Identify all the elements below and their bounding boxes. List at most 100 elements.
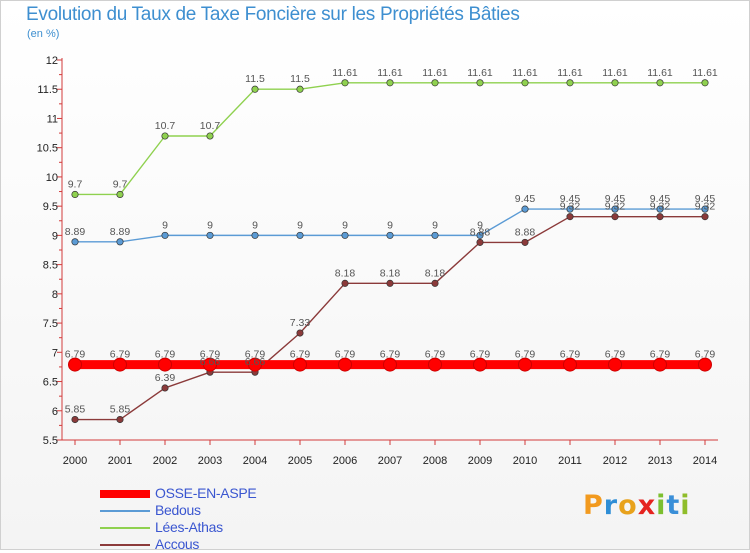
logo-letter: t <box>666 490 681 521</box>
data-point <box>338 357 352 372</box>
y-tick-label: 10.5 <box>37 143 58 155</box>
data-point <box>431 231 439 239</box>
data-label: 8.18 <box>380 267 401 279</box>
series-line-lees-athas <box>75 82 705 196</box>
data-label: 11.61 <box>692 67 718 79</box>
y-tick-label: 9 <box>52 230 58 242</box>
logo-letter: x <box>637 490 657 521</box>
data-point <box>341 231 349 239</box>
legend-label: Bedous <box>155 502 201 518</box>
y-tick-label: 7.5 <box>43 318 58 330</box>
proxiti-logo: Proxiti <box>583 490 691 521</box>
data-point <box>386 231 394 239</box>
data-label: 11.61 <box>647 67 673 79</box>
x-tick-label: 2011 <box>558 455 582 467</box>
data-label: 6.66 <box>200 356 221 368</box>
data-label: 8.88 <box>515 226 536 238</box>
data-label: 5.85 <box>110 404 131 416</box>
data-label: 9.32 <box>650 201 671 213</box>
data-point <box>161 231 169 239</box>
data-label: 6.79 <box>425 349 446 361</box>
data-label: 6.79 <box>470 349 491 361</box>
logo-letter: i <box>680 490 691 521</box>
legend-swatch <box>100 527 150 529</box>
data-label: 5.85 <box>65 404 86 416</box>
data-point <box>116 190 124 199</box>
data-label: 11.61 <box>422 67 448 79</box>
data-label: 9 <box>342 219 348 231</box>
data-point <box>476 231 484 239</box>
data-point <box>698 357 712 372</box>
x-tick-label: 2008 <box>423 455 447 467</box>
data-label: 9 <box>432 219 438 231</box>
logo-letter: i <box>656 490 667 521</box>
data-label: 9 <box>297 219 303 231</box>
x-tick-label: 2002 <box>153 455 177 467</box>
data-label: 11.61 <box>512 67 538 79</box>
unit-label: (en %) <box>27 28 60 40</box>
data-point <box>293 357 307 372</box>
data-label: 11.5 <box>245 73 265 85</box>
chart-title: Evolution du Taux de Taxe Foncière sur l… <box>26 4 520 25</box>
x-tick-label: 2004 <box>243 455 267 467</box>
data-label: 11.5 <box>290 73 310 85</box>
data-point <box>296 231 304 239</box>
legend: OSSE-EN-ASPE Bedous Lées-Athas Accous <box>100 485 340 553</box>
data-point <box>611 79 619 87</box>
data-label: 9.45 <box>605 193 626 205</box>
data-point <box>428 357 442 372</box>
data-point <box>206 231 214 239</box>
data-label: 6.79 <box>290 349 311 361</box>
data-point <box>68 357 82 372</box>
data-point <box>566 79 574 87</box>
logo-letter: P <box>583 490 604 521</box>
data-label: 10.7 <box>200 120 221 132</box>
data-label: 11.61 <box>467 67 493 79</box>
data-point <box>563 357 577 372</box>
logo-letter: o <box>618 490 638 521</box>
data-point <box>656 213 664 221</box>
data-point <box>701 205 709 213</box>
data-label: 8.89 <box>110 226 131 238</box>
data-point <box>158 357 172 372</box>
data-point <box>113 357 127 372</box>
data-label: 11.61 <box>377 67 403 79</box>
data-label: 9.32 <box>695 201 716 213</box>
x-tick-label: 2003 <box>198 455 222 467</box>
data-point <box>251 231 259 239</box>
logo-letter: r <box>603 490 619 521</box>
legend-item: Lées-Athas <box>100 519 340 536</box>
legend-item: OSSE-EN-ASPE <box>100 485 340 502</box>
data-label: 9.32 <box>605 201 626 213</box>
data-label: 11.61 <box>332 67 358 79</box>
y-tick-label: 11 <box>47 113 58 125</box>
data-label: 6.79 <box>335 349 356 361</box>
data-label: 6.79 <box>110 349 131 361</box>
data-label: 6.79 <box>155 349 176 361</box>
data-point <box>206 132 214 140</box>
x-tick-label: 2001 <box>108 455 132 467</box>
data-point <box>608 357 622 372</box>
y-tick-label: 11.5 <box>37 84 58 96</box>
data-point <box>296 85 304 93</box>
data-point <box>521 205 529 213</box>
data-label: 6.79 <box>515 349 536 361</box>
data-label: 9 <box>252 219 258 231</box>
x-tick-label: 2013 <box>648 455 672 467</box>
data-label: 8.18 <box>425 267 446 279</box>
data-point <box>701 213 709 221</box>
data-label: 6.79 <box>560 349 581 361</box>
data-label: 9.45 <box>650 193 671 205</box>
y-tick-label: 9.5 <box>43 201 58 213</box>
data-label: 8.89 <box>65 226 86 238</box>
data-label: 9.45 <box>515 193 536 205</box>
data-label: 9.7 <box>113 178 128 190</box>
data-point <box>71 415 79 424</box>
x-tick-label: 2000 <box>63 455 87 467</box>
data-label: 6.66 <box>245 356 266 368</box>
y-tick-label: 7 <box>52 347 58 359</box>
data-point <box>386 79 394 87</box>
data-point <box>431 279 439 287</box>
y-tick-label: 12 <box>46 55 58 67</box>
legend-label: Lées-Athas <box>155 519 223 535</box>
